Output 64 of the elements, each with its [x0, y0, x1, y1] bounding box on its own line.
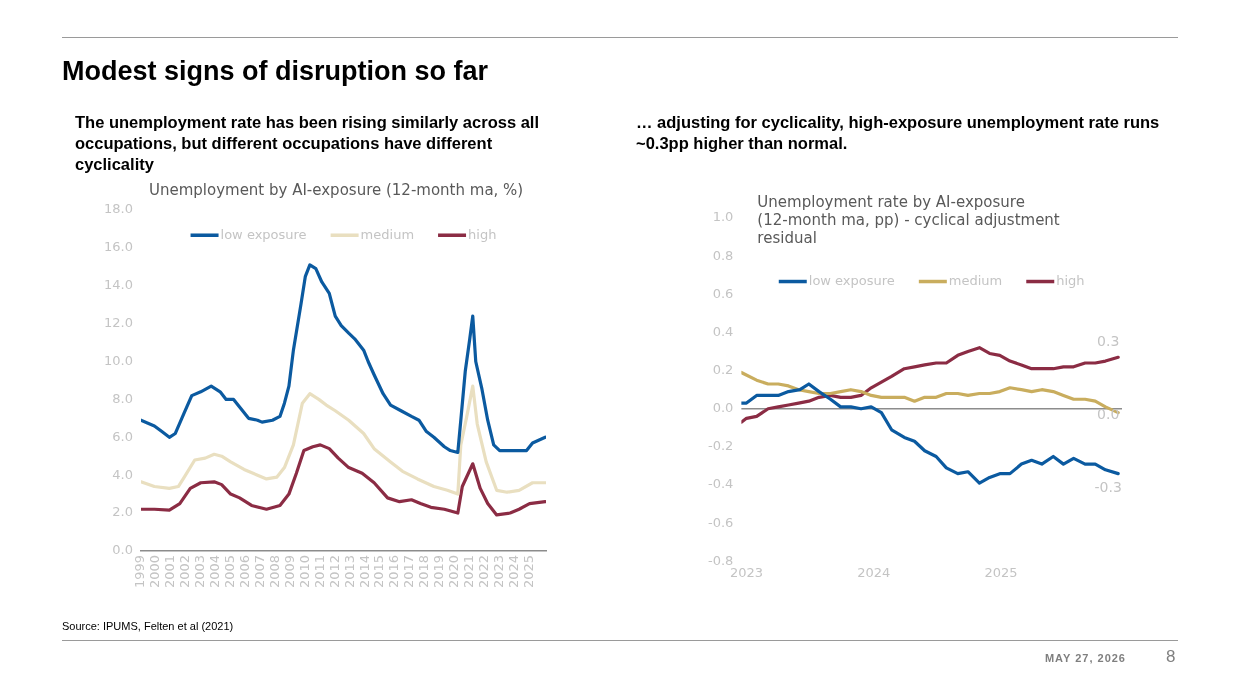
- x-tick-label: 2017: [401, 554, 417, 589]
- legend-label: medium: [360, 226, 415, 242]
- x-tick-label: 2024: [505, 554, 521, 589]
- x-tick-label: 2012: [326, 554, 342, 589]
- x-tick-label: 2023: [491, 554, 507, 589]
- chart-subtitle: … adjusting for cyclicality, high-exposure unemployment rate runs ~0.3pp higher than normal.: [636, 112, 1161, 154]
- data-label: -0.3: [1094, 479, 1122, 496]
- y-tick-label: 0.0: [712, 400, 734, 416]
- x-tick-label: 2020: [446, 554, 462, 589]
- data-label: 0.3: [1097, 332, 1120, 349]
- x-tick-label: 2022: [476, 554, 492, 589]
- x-tick-label: 1999: [132, 554, 148, 589]
- legend-label: low exposure: [808, 272, 895, 288]
- y-tick-label: 4.0: [112, 466, 133, 482]
- y-tick-label: 1.0: [712, 209, 734, 225]
- y-tick-label: 0.4: [712, 323, 734, 339]
- x-tick-label: 2005: [222, 554, 237, 589]
- y-tick-label: 10.0: [103, 352, 133, 368]
- x-tick-label: 2021: [461, 554, 477, 589]
- x-tick-label: 2008: [266, 554, 282, 589]
- text: MAY 27, 2026: [1043, 652, 1126, 664]
- y-tick-label: 0.2: [712, 362, 734, 377]
- source-note: Source: IPUMS, Felten et al (2021): [62, 620, 234, 632]
- y-tick-label: 12.0: [103, 315, 133, 331]
- legend-label: high: [468, 226, 497, 242]
- chart-title: Unemployment rate by AI-exposure (12-month ma, pp) - cyclical adjustment residual: [757, 193, 1060, 248]
- x-tick-label: 2010: [296, 554, 312, 589]
- chart-subtitle: The unemployment rate has been rising similarly across all occupations, but different occupations have different cyclicality: [75, 112, 540, 175]
- x-tick-label: 2009: [281, 554, 297, 589]
- y-tick-label: -0.2: [707, 438, 734, 454]
- x-tick-label: 2011: [311, 554, 327, 589]
- y-tick-label: 8.0: [112, 390, 133, 406]
- x-tick-label: 2025: [520, 554, 536, 589]
- y-tick-label: 16.0: [103, 239, 133, 255]
- x-tick-label: 2016: [386, 554, 402, 589]
- y-tick-label: 0.8: [712, 247, 734, 263]
- y-tick-label: 14.0: [103, 277, 133, 293]
- text: 8: [1166, 647, 1176, 667]
- x-tick-label: 2003: [192, 554, 208, 589]
- y-tick-label: -0.4: [707, 476, 734, 492]
- legend-label: medium: [948, 272, 1003, 288]
- legend-label: low exposure: [220, 226, 307, 242]
- x-tick-label: 2024: [857, 564, 891, 580]
- y-tick-label: 2.0: [112, 504, 133, 520]
- x-tick-label: 2000: [147, 554, 163, 589]
- x-tick-label: 2015: [371, 554, 387, 589]
- legend-label: high: [1056, 272, 1085, 288]
- y-tick-label: 6.0: [112, 428, 133, 444]
- x-tick-label: 2019: [431, 554, 447, 589]
- x-tick-label: 2018: [416, 554, 432, 589]
- x-tick-label: 2007: [251, 554, 267, 589]
- chart-title: Unemployment by AI-exposure (12-month ma, %): [148, 181, 524, 200]
- x-tick-label: 2002: [177, 554, 193, 589]
- x-tick-label: 2001: [162, 554, 178, 589]
- x-tick-label: 2025: [984, 564, 1018, 580]
- x-tick-label: 2004: [207, 554, 223, 589]
- x-tick-label: 2006: [236, 554, 252, 589]
- x-tick-label: 2014: [356, 554, 372, 589]
- text: Modest signs of disruption so far: [62, 56, 489, 87]
- y-tick-label: 0.0: [112, 542, 133, 558]
- x-tick-label: 2013: [341, 554, 357, 589]
- y-tick-label: 0.6: [712, 285, 734, 301]
- y-tick-label: 18.0: [103, 201, 133, 217]
- y-tick-label: -0.6: [707, 514, 734, 530]
